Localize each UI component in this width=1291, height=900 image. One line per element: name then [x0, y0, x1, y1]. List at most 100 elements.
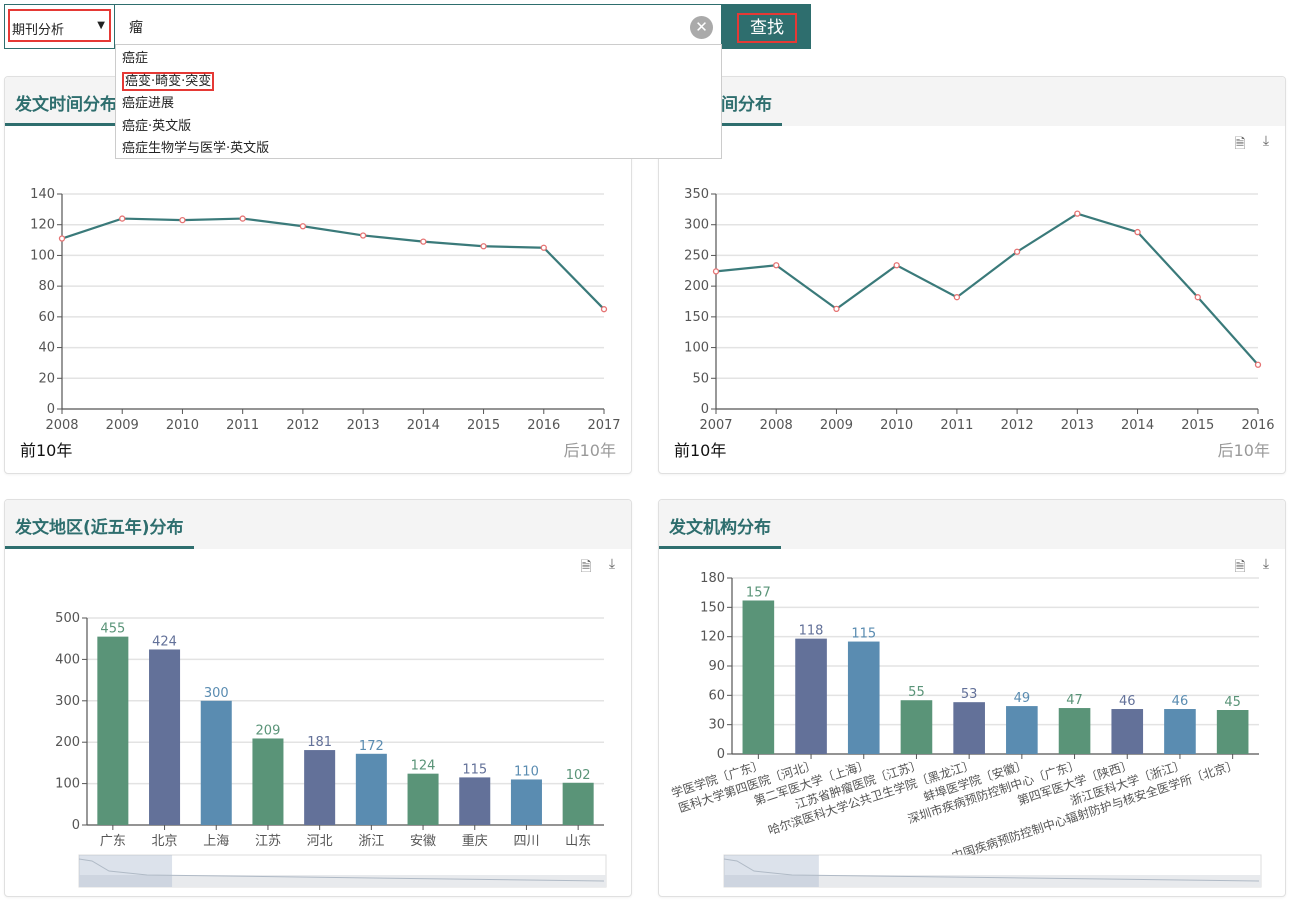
data-view-icon[interactable]: 🗎 — [1234, 559, 1246, 575]
data-view-icon[interactable]: 🗎 — [580, 559, 592, 575]
chart-toolbox: 🗎 ⤓ — [1231, 556, 1275, 575]
panel-title: 发文地区(近五年)分布 — [5, 500, 194, 549]
data-label: 424 — [152, 634, 177, 649]
x-tick-label: 2014 — [407, 418, 440, 433]
y-tick-label: 200 — [55, 735, 80, 750]
bar — [1058, 708, 1091, 754]
line-chart: 0 20 40 60 80 100 120 140 2008 2009 2010 2011 2012 20… — [30, 187, 620, 433]
x-tick-label: 2008 — [760, 418, 793, 433]
x-tick-label: 2011 — [226, 418, 259, 433]
y-tick-label: 180 — [700, 571, 725, 586]
y-tick-label: 200 — [684, 279, 709, 294]
data-label: 47 — [1066, 693, 1083, 708]
panel-header: 间分布 — [659, 77, 1285, 126]
x-tick-label: 四川 — [513, 834, 539, 849]
y-tick-label: 40 — [38, 341, 55, 356]
bar — [252, 738, 284, 825]
suggestion-text: 癌变·畸变·突变 — [122, 71, 215, 91]
x-tick-label: 2015 — [467, 418, 500, 433]
data-point — [119, 215, 126, 222]
y-tick-label: 120 — [700, 630, 725, 645]
data-point — [359, 232, 367, 239]
data-point — [953, 294, 961, 301]
data-point — [299, 223, 307, 230]
suggestion-item[interactable]: 癌症·英文版 — [116, 116, 721, 139]
y-tick-label: 300 — [55, 694, 80, 709]
data-point — [540, 244, 547, 251]
bar — [407, 773, 439, 825]
y-tick-label: 0 — [47, 402, 55, 417]
x-tick-label: 广东 — [100, 834, 126, 849]
y-tick-label: 300 — [684, 218, 709, 233]
suggestion-item[interactable]: 癌症生物学与医学·英文版 — [116, 138, 721, 161]
x-tick-label: 江苏 — [255, 833, 281, 849]
data-label: 102 — [566, 768, 591, 783]
x-tick-label: 河北 — [307, 834, 333, 849]
y-tick-label: 50 — [692, 371, 709, 386]
suggestion-item-highlighted[interactable]: 癌变·畸变·突变 — [116, 71, 721, 94]
search-field[interactable]: ✕ — [115, 4, 722, 49]
y-tick-label: 20 — [38, 371, 55, 386]
next-10-years-link[interactable]: 后10年 — [563, 441, 616, 460]
category-select-value[interactable]: 期刊分析 ▼ — [8, 9, 111, 42]
x-tick-label: 重庆 — [462, 833, 488, 849]
suggestion-text: 癌症·英文版 — [122, 118, 192, 134]
download-icon[interactable]: ⤓ — [1262, 556, 1270, 572]
bar — [795, 638, 827, 754]
line-chart: 0 50 100 150 200 250 300 350 2007 2008 2009 2010 201… — [684, 187, 1274, 433]
data-label: 46 — [1172, 694, 1189, 709]
data-label: 45 — [1224, 695, 1241, 710]
y-tick-label: 120 — [30, 218, 55, 233]
bar — [304, 750, 336, 825]
x-tick-label: 2015 — [1181, 418, 1214, 433]
category-select[interactable]: 期刊分析 ▼ — [4, 4, 115, 49]
data-label: 46 — [1119, 694, 1136, 709]
data-point — [893, 262, 900, 269]
panel-region-distribution: 发文地区(近五年)分布 🗎 ⤓ 0 100 200 300 400 500 455 广东 424… — [4, 499, 632, 897]
bar — [900, 700, 933, 754]
download-icon[interactable]: ⤓ — [1262, 133, 1270, 149]
y-tick-label: 250 — [684, 248, 709, 263]
bar — [1006, 706, 1038, 754]
suggestion-item[interactable]: 癌症 — [116, 48, 721, 71]
prev-10-years-link[interactable]: 前10年 — [674, 441, 727, 460]
prev-10-years-link[interactable]: 前10年 — [20, 441, 73, 460]
x-tick-label: 2012 — [1001, 418, 1034, 433]
download-icon[interactable]: ⤓ — [608, 556, 616, 572]
clear-icon[interactable]: ✕ — [690, 16, 713, 39]
bar — [1111, 709, 1144, 754]
data-view-icon[interactable]: 🗎 — [1234, 136, 1246, 152]
y-tick-label: 0 — [72, 818, 80, 833]
next-10-years-link[interactable]: 后10年 — [1217, 441, 1270, 460]
data-point — [1074, 210, 1081, 217]
suggestion-list: 癌症 癌变·畸变·突变 癌症进展 癌症·英文版 癌症生物学与医学·英文版 — [115, 44, 722, 159]
search-input[interactable] — [127, 15, 667, 39]
datazoom-track — [724, 875, 1261, 887]
data-label: 53 — [961, 687, 978, 702]
y-tick-label: 100 — [684, 341, 709, 356]
y-tick-label: 90 — [708, 659, 725, 674]
data-point — [600, 306, 608, 313]
x-tick-label: 2010 — [880, 418, 913, 433]
data-label: 209 — [256, 723, 281, 738]
data-label: 55 — [908, 685, 925, 700]
x-tick-label: 2009 — [106, 418, 139, 433]
x-tick-label: 2013 — [1061, 418, 1094, 433]
panel-time-distribution: 间分布 🗎 ⤓ 0 50 100 150 200 250 300 350 2007 2008 200… — [658, 76, 1286, 474]
x-tick-label: 2009 — [820, 418, 853, 433]
x-tick-label: 2017 — [587, 418, 620, 433]
suggestion-item[interactable]: 癌症进展 — [116, 93, 721, 116]
bar — [97, 636, 129, 825]
bar — [149, 649, 181, 825]
datazoom-track — [79, 875, 606, 887]
bar — [562, 782, 594, 825]
x-tick-label: 2016 — [527, 418, 560, 433]
data-label: 172 — [359, 739, 384, 754]
x-tick-label: 浙江 — [358, 834, 384, 849]
data-label: 118 — [799, 624, 824, 639]
y-tick-label: 30 — [708, 718, 725, 733]
bar-chart: 0306090120150180157学医学院〔广东〕118医科大学第四医院〔河… — [669, 571, 1262, 888]
x-tick-label: 安徽 — [410, 834, 436, 849]
data-point — [480, 243, 487, 250]
search-button[interactable]: 查找 — [722, 4, 811, 49]
